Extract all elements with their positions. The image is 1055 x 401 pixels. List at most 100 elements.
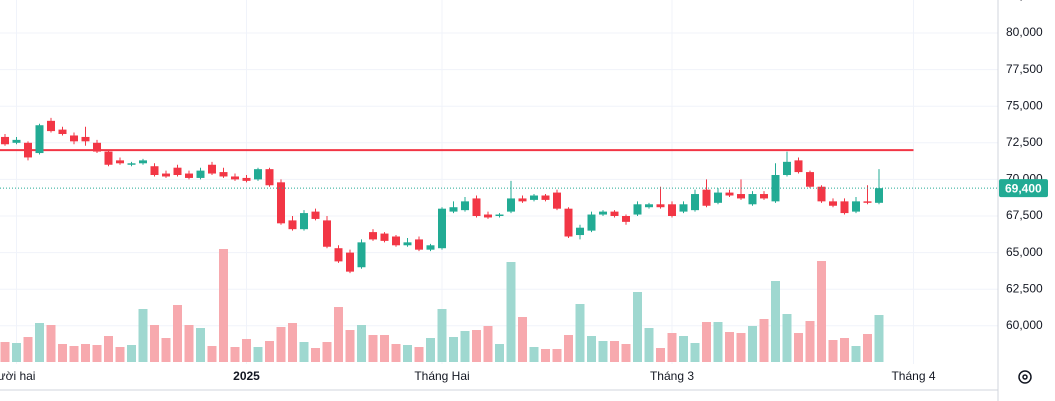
volume-bar: [863, 334, 872, 362]
candle-body: [116, 160, 124, 164]
candle-body: [334, 248, 343, 262]
volume-bar: [69, 346, 79, 362]
x-tick-label: Tháng Hai: [414, 369, 469, 383]
candle-body: [518, 198, 527, 202]
volume-bar: [702, 322, 711, 362]
volume-bar: [35, 323, 44, 362]
candle-body: [622, 216, 630, 222]
volume-bar: [334, 307, 343, 362]
candle-body: [771, 175, 780, 202]
volume-bar: [299, 342, 309, 362]
volume-bar: [357, 325, 366, 362]
candle-body: [162, 173, 170, 177]
candle-body: [829, 201, 837, 206]
x-tick-label: ười hai: [0, 369, 35, 383]
volume-bar: [230, 347, 240, 362]
volume-bar: [449, 337, 458, 362]
candle-body: [208, 164, 216, 174]
volume-bar: [725, 332, 734, 362]
volume-bar: [173, 305, 182, 362]
candle-body: [553, 192, 561, 209]
candle-body: [173, 167, 182, 176]
volume-bar: [748, 326, 757, 362]
y-tick-label: 82,500: [1006, 0, 1043, 3]
volume-bar: [207, 346, 217, 362]
candle-body: [449, 207, 458, 212]
candle-body: [415, 239, 423, 250]
candle-body: [311, 211, 320, 219]
volume-bar: [81, 344, 90, 362]
settings-button[interactable]: [1018, 370, 1032, 384]
candle-body: [104, 151, 113, 165]
candle-body: [277, 182, 285, 224]
candle-body: [748, 194, 757, 205]
volume-bar: [633, 292, 642, 362]
candle-body: [265, 169, 274, 186]
candle-body: [702, 189, 711, 206]
volume-bar: [58, 344, 67, 362]
candle-body: [346, 252, 354, 272]
candle-body: [127, 163, 136, 165]
volume-bar: [322, 342, 332, 362]
candle-body: [599, 211, 607, 215]
candle-body: [139, 160, 147, 164]
volume-bar: [403, 345, 412, 362]
y-tick-label: 72,500: [1006, 135, 1043, 149]
candle-body: [254, 169, 262, 180]
candle-body: [150, 166, 159, 176]
candle-body: [219, 172, 228, 177]
candle-body: [81, 136, 90, 142]
gear-hub: [1022, 374, 1028, 380]
candle-body: [863, 201, 872, 203]
volume-bar: [564, 335, 573, 362]
volume-bar: [840, 338, 849, 362]
candle-body: [668, 204, 676, 216]
volume-bar: [150, 325, 159, 362]
candle-body: [840, 201, 849, 214]
volume-bar: [265, 341, 274, 362]
volume-bar: [288, 323, 297, 362]
gear-ring: [1018, 370, 1032, 384]
volume-bar: [242, 339, 251, 362]
volume-bar: [426, 338, 435, 362]
candle-body: [587, 214, 596, 231]
volume-bar: [437, 309, 447, 362]
candle-body: [633, 204, 642, 215]
y-tick-label: 62,500: [1006, 281, 1043, 295]
candle-body: [817, 186, 826, 202]
y-tick-label: 65,000: [1006, 245, 1043, 259]
volume-bar: [104, 336, 113, 362]
volume-bar: [472, 330, 481, 362]
y-tick-label: 60,000: [1006, 318, 1043, 332]
volume-bar: [345, 330, 355, 362]
volume-bar: [368, 335, 378, 362]
volume-bar: [805, 321, 815, 362]
volume-bar: [552, 349, 562, 362]
volume-bar: [219, 249, 228, 362]
volume-bar: [644, 328, 654, 362]
candle-body: [24, 142, 32, 158]
candle-body: [794, 160, 803, 173]
candle-body: [472, 198, 481, 216]
candle-body: [438, 208, 446, 249]
candle-body: [58, 129, 67, 135]
candle-body: [714, 192, 722, 203]
candle-body: [12, 139, 21, 143]
candle-body: [656, 204, 665, 208]
volume-bar: [782, 314, 792, 362]
volume-bar: [276, 327, 286, 362]
volume-bar: [656, 348, 665, 362]
y-tick-label: 77,500: [1006, 62, 1043, 76]
volume-bar: [115, 347, 125, 362]
candle-body: [645, 204, 653, 208]
volume-bar: [391, 344, 401, 362]
candle-body: [426, 245, 435, 250]
x-tick-label: Tháng 3: [650, 369, 694, 383]
volume-bar: [621, 344, 631, 362]
volume-bar: [610, 341, 619, 362]
candle-body: [380, 233, 389, 241]
volume-bar: [92, 345, 102, 362]
candle-body: [691, 194, 699, 211]
volume-bar: [23, 337, 33, 362]
volume-bar: [817, 261, 826, 362]
